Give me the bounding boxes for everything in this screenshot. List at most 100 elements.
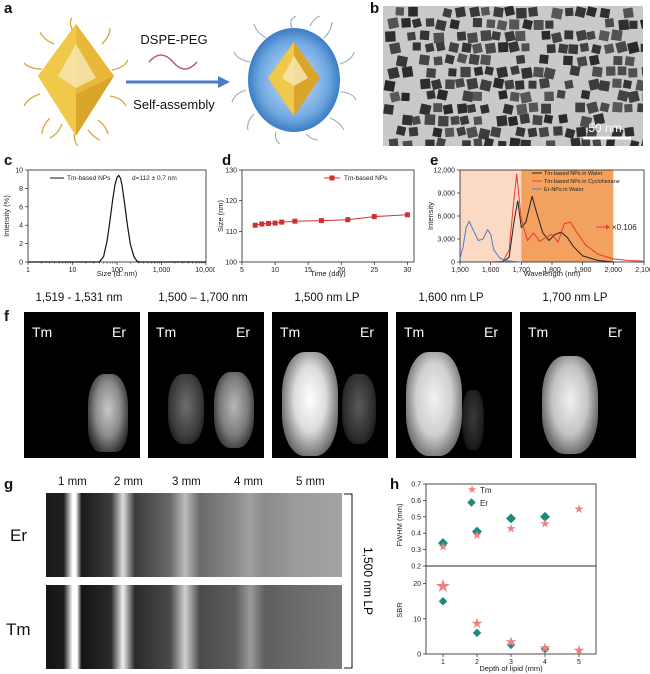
chart-d-ytick-label: 100 <box>225 260 237 267</box>
chart-c-ytick-label: 10 <box>15 168 23 175</box>
tem-nanocrystal <box>622 79 633 89</box>
tem-nanocrystal <box>541 103 551 114</box>
tem-nanocrystal <box>564 79 574 90</box>
chart-d-point <box>252 222 258 228</box>
tem-nanocrystal <box>502 103 514 115</box>
tem-nanocrystal <box>576 56 588 67</box>
chart-d-series-line <box>255 214 408 226</box>
chart-h-bottom-ytick-label: 0 <box>417 652 421 659</box>
tem-nanocrystal <box>435 41 446 52</box>
g-side-label: 1,500 nm LP <box>361 547 374 615</box>
chart-h-xtick-label: 4 <box>543 659 547 666</box>
tem-nanocrystal <box>387 17 400 30</box>
tem-nanocrystal <box>569 65 581 77</box>
chart-c-xtick-label: 1 <box>26 267 30 274</box>
tem-nanocrystal <box>564 128 576 139</box>
chart-c-ylabel: Intensity (%) <box>2 195 11 237</box>
tem-nanocrystal <box>412 42 421 51</box>
chart-d-point <box>345 217 351 223</box>
tem-nanocrystal <box>515 54 526 65</box>
chart-h-bottom-ytick-label: 20 <box>413 581 421 588</box>
tem-nanocrystal <box>585 6 598 18</box>
chart-e-shade-1500-1700 <box>460 170 522 262</box>
chart-e: 1,500 1,600 1,700 1,800 1,900 2,000 2,100 0 3,00… <box>426 168 650 279</box>
tem-nanocrystal <box>484 42 497 55</box>
tem-nanocrystal <box>575 29 588 42</box>
chart-d-legend-marker <box>329 175 335 181</box>
tem-nanocrystals <box>383 6 643 146</box>
chart-h-sbr-er-point <box>438 596 448 606</box>
tem-nanocrystal <box>624 104 633 113</box>
tem-nanocrystal <box>480 6 491 16</box>
chart-h-xtick-label: 5 <box>577 659 581 666</box>
tem-nanocrystal <box>473 138 483 146</box>
tem-nanocrystal <box>496 19 508 31</box>
tem-nanocrystal <box>426 90 436 100</box>
tem-nanocrystal <box>509 137 521 146</box>
tem-nanocrystal <box>629 20 638 29</box>
tem-image: 50 nm <box>383 6 643 146</box>
tem-nanocrystal <box>442 7 453 18</box>
tem-nanocrystal <box>617 66 627 76</box>
tem-nanocrystal <box>395 7 405 16</box>
chart-d-xtick-label: 30 <box>403 267 411 274</box>
chart-e-ytick-label: 9,000 <box>437 191 455 198</box>
chart-d-point <box>279 219 285 225</box>
process-label: Self-assembly <box>133 97 215 112</box>
chart-h-sbr-tm-point: ★ <box>471 615 484 631</box>
tem-nanocrystal <box>543 67 556 80</box>
reagent-label: DSPE-PEG <box>140 32 207 47</box>
chart-h-xtick-label: 3 <box>509 659 513 666</box>
tem-nanocrystal <box>629 140 640 146</box>
tem-nanocrystal <box>528 80 537 89</box>
f-image-3 <box>272 312 388 458</box>
panel-label-a: a <box>4 0 13 17</box>
chart-e-shade-1700-2000 <box>521 170 614 262</box>
chart-d-point <box>318 218 324 224</box>
tem-nanocrystal <box>389 42 402 55</box>
tem-nanocrystal <box>527 6 539 17</box>
f4-tag-er: Er <box>484 324 498 340</box>
tem-nanocrystal <box>519 113 531 125</box>
f2-tag-tm: Tm <box>156 324 177 340</box>
tem-nanocrystal <box>472 91 483 102</box>
chart-c: 1 10 100 1,000 10,000 0 2 4 6 8 10 Tm-based NPs d=… <box>2 168 215 279</box>
tem-nanocrystal <box>507 40 520 53</box>
tem-nanocrystal <box>533 20 544 30</box>
chart-h-top-ytick-label: 0.6 <box>411 498 421 505</box>
tem-nanocrystal <box>462 140 471 146</box>
tem-nanocrystal <box>419 103 432 116</box>
chart-d-xtick-label: 10 <box>271 267 279 274</box>
tem-nanocrystal <box>509 91 520 102</box>
f2-tag-er: Er <box>236 324 250 340</box>
tem-nanocrystal <box>626 41 640 55</box>
f3-tag-tm: Tm <box>280 324 301 340</box>
chart-d-point <box>292 218 298 224</box>
tem-nanocrystal <box>551 31 563 44</box>
chart-h-ylabel-bottom: SBR <box>395 602 404 618</box>
tem-nanocrystal <box>622 7 634 19</box>
chart-h-sbr-tm-point: ★ <box>505 634 518 650</box>
tem-nanocrystal <box>424 114 436 126</box>
panel-label-c: c <box>4 152 13 169</box>
chart-d-point <box>371 214 377 220</box>
tem-nanocrystal <box>425 139 435 146</box>
tem-nanocrystal <box>493 6 504 18</box>
tem-nanocrystal <box>450 115 460 126</box>
f-header-3: 1,500 nm LP <box>294 292 360 304</box>
tem-nanocrystal <box>473 66 484 77</box>
chart-c-ytick-label: 6 <box>19 204 23 211</box>
chart-d-ylabel: Size (nm) <box>216 199 225 232</box>
tem-nanocrystal <box>460 66 471 78</box>
tem-nanocrystal <box>395 55 408 68</box>
tem-nanocrystal <box>401 92 410 102</box>
tem-nanocrystal <box>490 126 502 138</box>
g-col-3: 3 mm <box>172 476 201 488</box>
chart-h-fwhm-tm-point: ★ <box>438 540 449 554</box>
tem-nanocrystal <box>543 114 554 124</box>
tem-nanocrystal <box>538 126 550 138</box>
tem-nanocrystal <box>496 66 509 79</box>
chart-e-ytick-label: 0 <box>451 260 455 267</box>
tem-nanocrystal <box>462 90 475 103</box>
panel-label-g: g <box>4 476 14 493</box>
